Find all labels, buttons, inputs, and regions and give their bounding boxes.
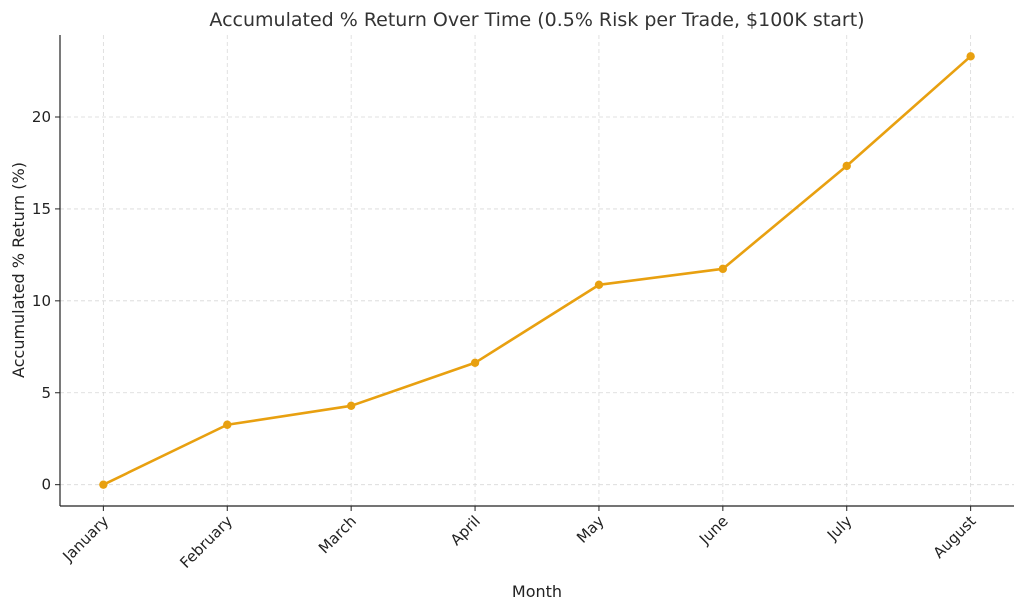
x-tick-label: August	[930, 512, 980, 562]
chart-title: Accumulated % Return Over Time (0.5% Ris…	[209, 9, 864, 31]
data-point	[594, 280, 604, 290]
data-point	[99, 480, 108, 489]
data-point	[718, 264, 728, 274]
x-axis-label: Month	[512, 582, 562, 601]
axes	[55, 35, 1014, 511]
y-tick-label: 15	[32, 200, 51, 218]
y-tick-label: 5	[41, 384, 51, 402]
x-tick-labels: January February March April May June July Augu…	[59, 512, 980, 572]
y-tick-labels: 0 5 10 15 20	[32, 108, 51, 494]
data-point	[966, 52, 975, 61]
x-tick-label: July	[823, 512, 856, 545]
x-tick-label: April	[447, 512, 484, 549]
x-tick-label: March	[315, 512, 360, 557]
y-axis-label: Accumulated % Return (%)	[9, 162, 28, 378]
x-tick-label: May	[573, 512, 608, 547]
y-tick-label: 10	[32, 292, 51, 310]
x-tick-label: February	[176, 512, 236, 572]
data-point	[223, 420, 232, 429]
x-tick-label: January	[59, 512, 113, 566]
data-point	[346, 401, 356, 411]
data-point	[470, 358, 480, 367]
series-line	[102, 55, 972, 486]
series	[99, 52, 975, 489]
y-tick-label: 20	[32, 108, 51, 126]
data-point	[842, 161, 851, 171]
y-tick-label: 0	[41, 476, 51, 494]
x-tick-label: June	[695, 512, 732, 549]
